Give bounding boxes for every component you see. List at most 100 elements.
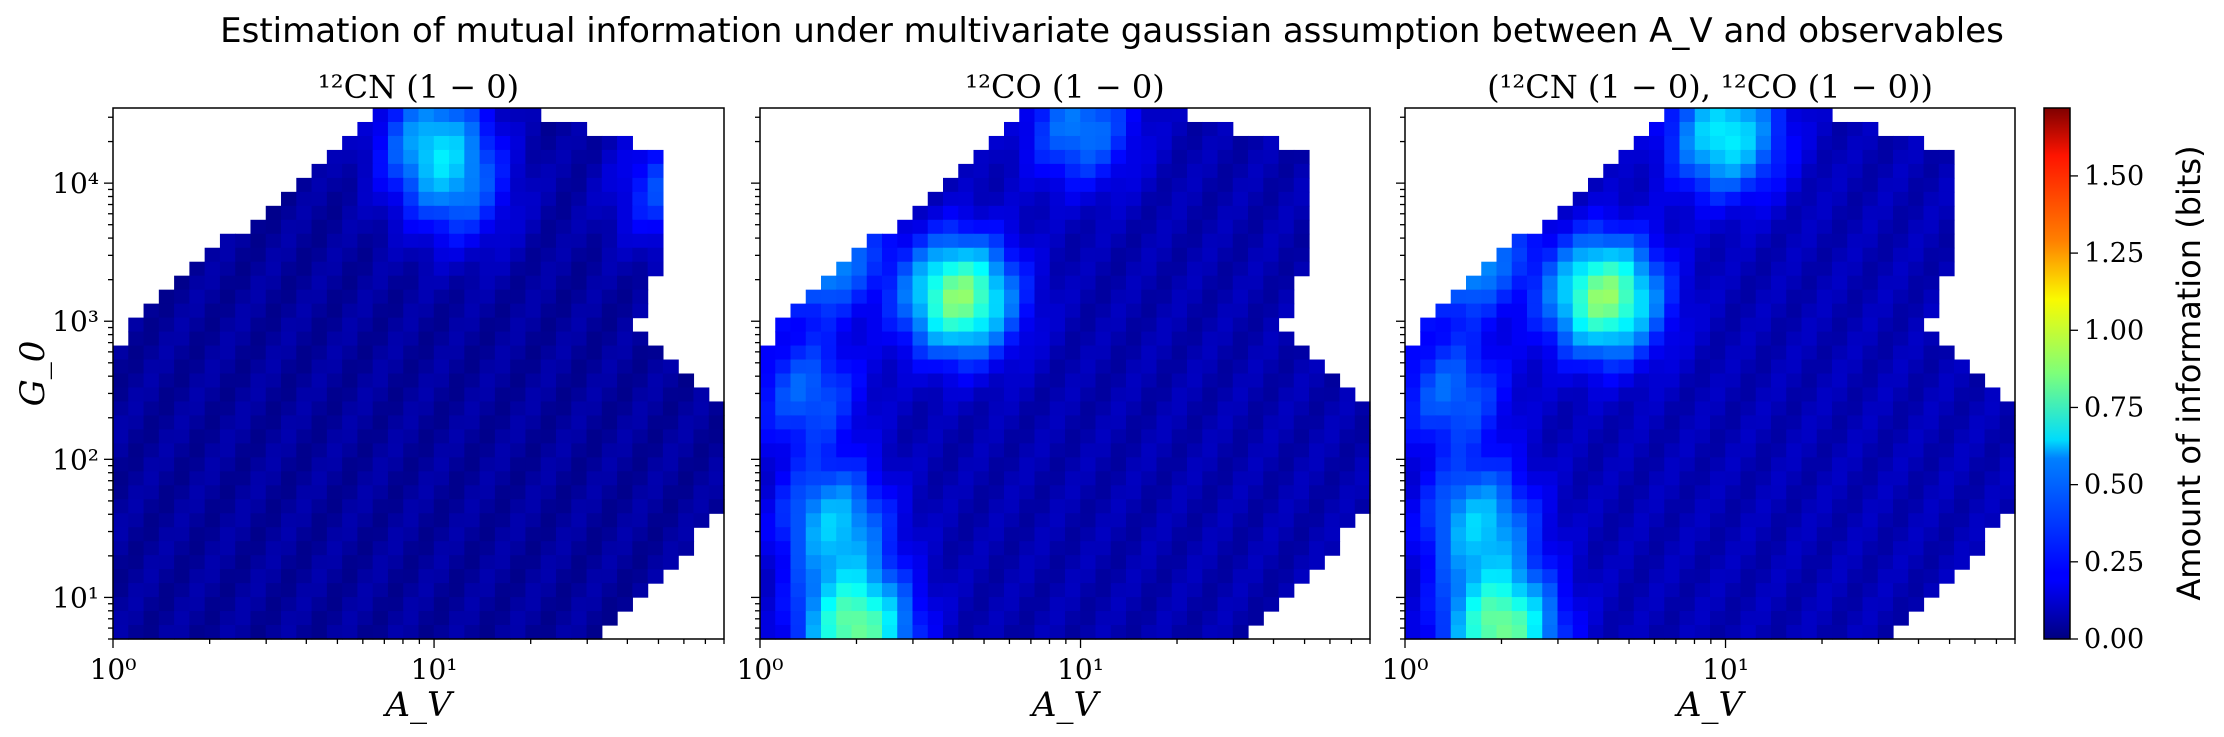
heatmap-cell [296, 457, 313, 472]
heatmap-cell [525, 191, 542, 207]
heatmap-cell [113, 583, 129, 598]
heatmap-cell [1278, 331, 1295, 347]
heatmap-cell [1248, 513, 1264, 528]
heatmap-cell [1202, 597, 1219, 612]
heatmap-cell [235, 401, 252, 417]
heatmap-cell [1435, 611, 1452, 626]
heatmap-cell [357, 163, 374, 179]
heatmap-cell [510, 597, 527, 612]
heatmap-cell [387, 359, 404, 375]
heatmap-cell [235, 541, 252, 556]
heatmap-cell [1171, 625, 1188, 640]
heatmap-cell [1588, 275, 1604, 291]
heatmap-cell [158, 387, 175, 403]
heatmap-cell [1633, 331, 1650, 347]
heatmap-cell [1248, 457, 1264, 472]
heatmap-cell [632, 415, 649, 430]
heatmap-cell [1557, 387, 1574, 403]
heatmap-cell [1572, 359, 1589, 375]
heatmap-cell [1511, 303, 1528, 319]
heatmap-cell [1293, 373, 1310, 389]
heatmap-cell [1110, 261, 1127, 277]
heatmap-cell [1923, 373, 1940, 389]
heatmap-cell [1202, 331, 1219, 347]
heatmap-cell [1248, 177, 1264, 193]
heatmap-cell [1664, 555, 1681, 570]
heatmap-cell [296, 597, 313, 612]
heatmap-cell [617, 541, 633, 556]
heatmap-cell [464, 205, 481, 221]
heatmap-cell [464, 611, 481, 626]
heatmap-cell [372, 261, 389, 277]
heatmap-cell [1801, 345, 1818, 361]
heatmap-cell [973, 303, 990, 319]
heatmap-cell [464, 275, 481, 291]
heatmap-cell [1618, 429, 1635, 444]
heatmap-cell [1019, 108, 1036, 123]
heatmap-cell [1664, 569, 1681, 584]
heatmap-cell [1847, 247, 1864, 263]
heatmap-cell [1141, 135, 1158, 151]
heatmap-cell [973, 569, 990, 584]
heatmap-cell [1110, 401, 1127, 417]
heatmap-cell [1755, 499, 1772, 514]
heatmap-cell [1141, 359, 1158, 375]
heatmap-cell [958, 317, 975, 333]
heatmap-cell [1263, 317, 1280, 333]
heatmap-cell [1603, 289, 1620, 305]
heatmap-cell [1034, 219, 1051, 235]
heatmap-cell [1771, 219, 1787, 235]
heatmap-cell [1618, 233, 1635, 249]
heatmap-cell [1923, 429, 1940, 444]
heatmap-cell [851, 499, 868, 514]
heatmap-cell [540, 135, 557, 151]
heatmap-cell [586, 331, 603, 347]
heatmap-cell [836, 625, 853, 640]
heatmap-cell [1740, 177, 1757, 193]
heatmap-cell [1080, 331, 1097, 347]
heatmap-cell [943, 471, 959, 486]
heatmap-cell [836, 359, 853, 375]
heatmap-cell [897, 331, 914, 347]
heatmap-cell [927, 471, 944, 486]
heatmap-cell [1618, 499, 1635, 514]
heatmap-cell [693, 415, 710, 430]
heatmap-cell [1095, 513, 1112, 528]
heatmap-cell [418, 317, 435, 333]
heatmap-cell [988, 359, 1005, 375]
heatmap-cell [1603, 513, 1620, 528]
heatmap-cell [1527, 303, 1543, 319]
heatmap-cell [540, 499, 557, 514]
heatmap-cell [1710, 108, 1726, 123]
heatmap-cell [821, 569, 837, 584]
heatmap-cell [1405, 429, 1421, 444]
heatmap-cell [1217, 135, 1234, 151]
heatmap-cell [1679, 555, 1696, 570]
heatmap-cell [1877, 233, 1894, 249]
heatmap-cell [342, 163, 359, 179]
heatmap-cell [1694, 191, 1711, 207]
heatmap-cell [1664, 387, 1681, 403]
heatmap-cell [943, 387, 959, 403]
heatmap-cell [1248, 191, 1264, 207]
heatmap-cell [647, 471, 664, 486]
heatmap-cell [1232, 415, 1249, 430]
heatmap-cell [510, 108, 527, 123]
heatmap-cell [1049, 219, 1066, 235]
heatmap-cell [1065, 233, 1081, 249]
heatmap-cell [805, 471, 822, 486]
heatmap-cell [678, 527, 695, 542]
heatmap-cell [219, 457, 236, 472]
heatmap-cell [1232, 303, 1249, 319]
heatmap-cell [632, 177, 649, 193]
heatmap-cell [525, 485, 542, 500]
heatmap-cell [219, 583, 236, 598]
heatmap-cell [1496, 555, 1513, 570]
heatmap-cell [418, 205, 435, 221]
heatmap-cell [1740, 247, 1757, 263]
heatmap-cell [586, 555, 603, 570]
heatmap-cell [1877, 527, 1894, 542]
heatmap-cell [158, 555, 175, 570]
heatmap-cell [836, 401, 853, 417]
heatmap-cell [1557, 541, 1574, 556]
